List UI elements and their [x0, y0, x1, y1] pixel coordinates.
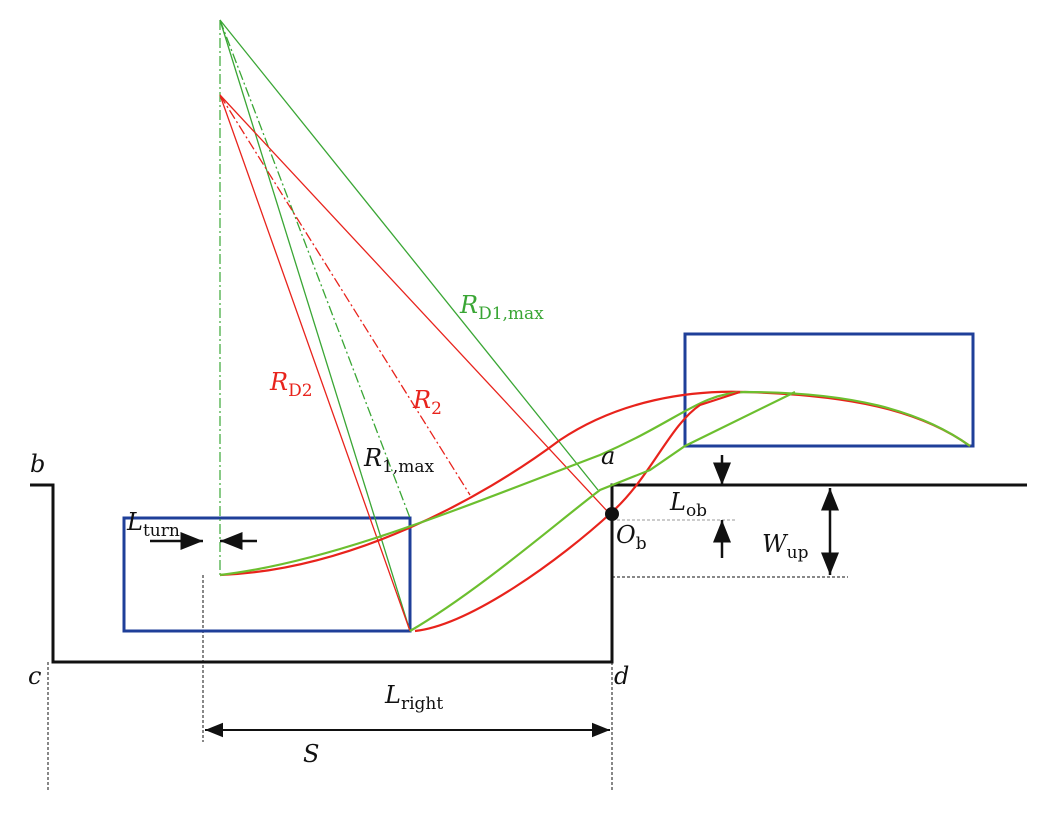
- label-point-d: d: [614, 662, 629, 690]
- radius-rd2-line: [219, 94, 411, 632]
- trajectory-green-2: [409, 391, 796, 632]
- radius-r1max-solid: [219, 19, 411, 632]
- trajectory-green-1: [219, 390, 971, 577]
- label-ob: Ob: [616, 521, 647, 554]
- label-lob: Lob: [669, 488, 707, 521]
- label-rd1max: RD1,max: [459, 291, 544, 324]
- obstacle-corner-point: [605, 507, 619, 521]
- label-lturn: Lturn: [126, 508, 180, 541]
- target-region-box: [683, 332, 975, 448]
- label-s: S: [303, 740, 319, 768]
- road-boundary: [30, 483, 1027, 664]
- start-region-box: [122, 516, 412, 633]
- label-point-b: b: [30, 450, 45, 478]
- label-point-a: a: [601, 442, 615, 470]
- radius-r1max-dashed: [219, 19, 411, 519]
- label-wup: Wup: [762, 530, 809, 563]
- label-r1max: R1,max: [363, 444, 435, 477]
- radius-rd1max-line: [219, 19, 599, 491]
- label-r2: R2: [412, 386, 442, 419]
- label-lright: Lright: [384, 681, 443, 714]
- label-point-c: c: [28, 662, 41, 690]
- trajectory-red-1: [219, 390, 971, 577]
- radius-red-outer: [219, 94, 609, 513]
- guide-lines: [47, 519, 848, 790]
- radius-r2-dashed: [219, 94, 471, 496]
- label-rd2: RD2: [269, 368, 313, 401]
